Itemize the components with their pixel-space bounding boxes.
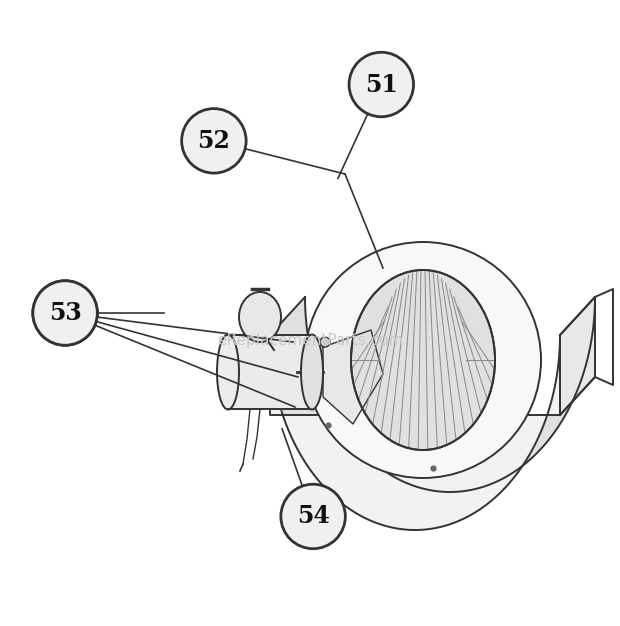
Circle shape: [349, 52, 414, 117]
Ellipse shape: [239, 292, 281, 342]
Circle shape: [33, 280, 97, 346]
Text: 53: 53: [49, 301, 81, 325]
Polygon shape: [270, 297, 595, 530]
Text: 51: 51: [365, 73, 398, 96]
Circle shape: [182, 108, 246, 173]
Text: 53: 53: [49, 301, 81, 325]
Circle shape: [33, 280, 97, 346]
Circle shape: [320, 337, 330, 347]
Ellipse shape: [301, 334, 323, 409]
Text: 54: 54: [296, 505, 330, 528]
Circle shape: [305, 242, 541, 478]
Polygon shape: [228, 335, 312, 409]
Ellipse shape: [351, 270, 495, 450]
Text: eReplacementParts.com: eReplacementParts.com: [217, 332, 403, 347]
Circle shape: [281, 484, 345, 549]
Text: 52: 52: [197, 129, 231, 153]
Polygon shape: [323, 330, 383, 424]
Ellipse shape: [217, 334, 239, 409]
Polygon shape: [560, 297, 595, 415]
Polygon shape: [270, 335, 560, 530]
